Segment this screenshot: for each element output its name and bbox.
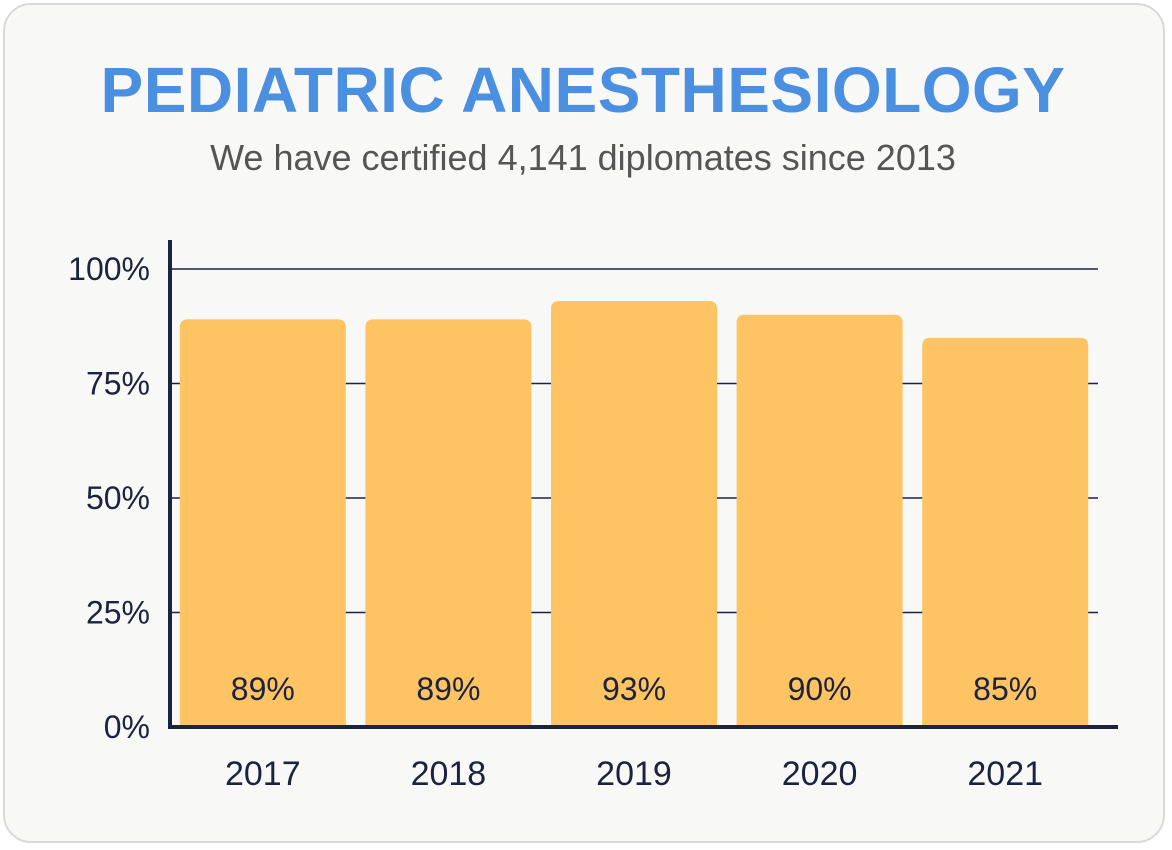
bars	[179, 301, 1089, 727]
chart-subtitle: We have certified 4,141 diplomates since…	[210, 137, 956, 178]
bar-value-label: 89%	[231, 671, 295, 707]
bar-2021	[922, 337, 1089, 727]
y-tick-label: 75%	[86, 366, 150, 402]
x-tick-label: 2018	[411, 755, 487, 793]
x-tick-labels: 2017 2018 2019 2020 2021	[225, 755, 1043, 793]
bar-2019	[551, 301, 717, 727]
y-tick-label: 25%	[86, 595, 150, 631]
bar-value-labels: 89% 89% 93% 90% 85%	[231, 671, 1037, 707]
bar-2020	[736, 314, 903, 727]
y-tick-label: 100%	[68, 251, 150, 287]
bar-value-label: 93%	[602, 671, 666, 707]
x-tick-label: 2017	[225, 755, 301, 793]
y-tick-label: 0%	[104, 709, 150, 745]
bar-value-label: 89%	[416, 671, 480, 707]
bar-value-label: 90%	[788, 671, 852, 707]
bar-value-label: 85%	[973, 671, 1037, 707]
x-tick-label: 2020	[782, 755, 858, 793]
axes	[168, 240, 1118, 729]
y-tick-labels: 0% 25% 50% 75% 100%	[68, 251, 150, 745]
x-tick-label: 2019	[596, 755, 672, 793]
bar-2017	[179, 319, 346, 727]
x-tick-label: 2021	[967, 755, 1043, 793]
chart-title: PEDIATRIC ANESTHESIOLOGY	[100, 54, 1066, 126]
bar-2018	[365, 319, 532, 727]
y-tick-label: 50%	[86, 480, 150, 516]
